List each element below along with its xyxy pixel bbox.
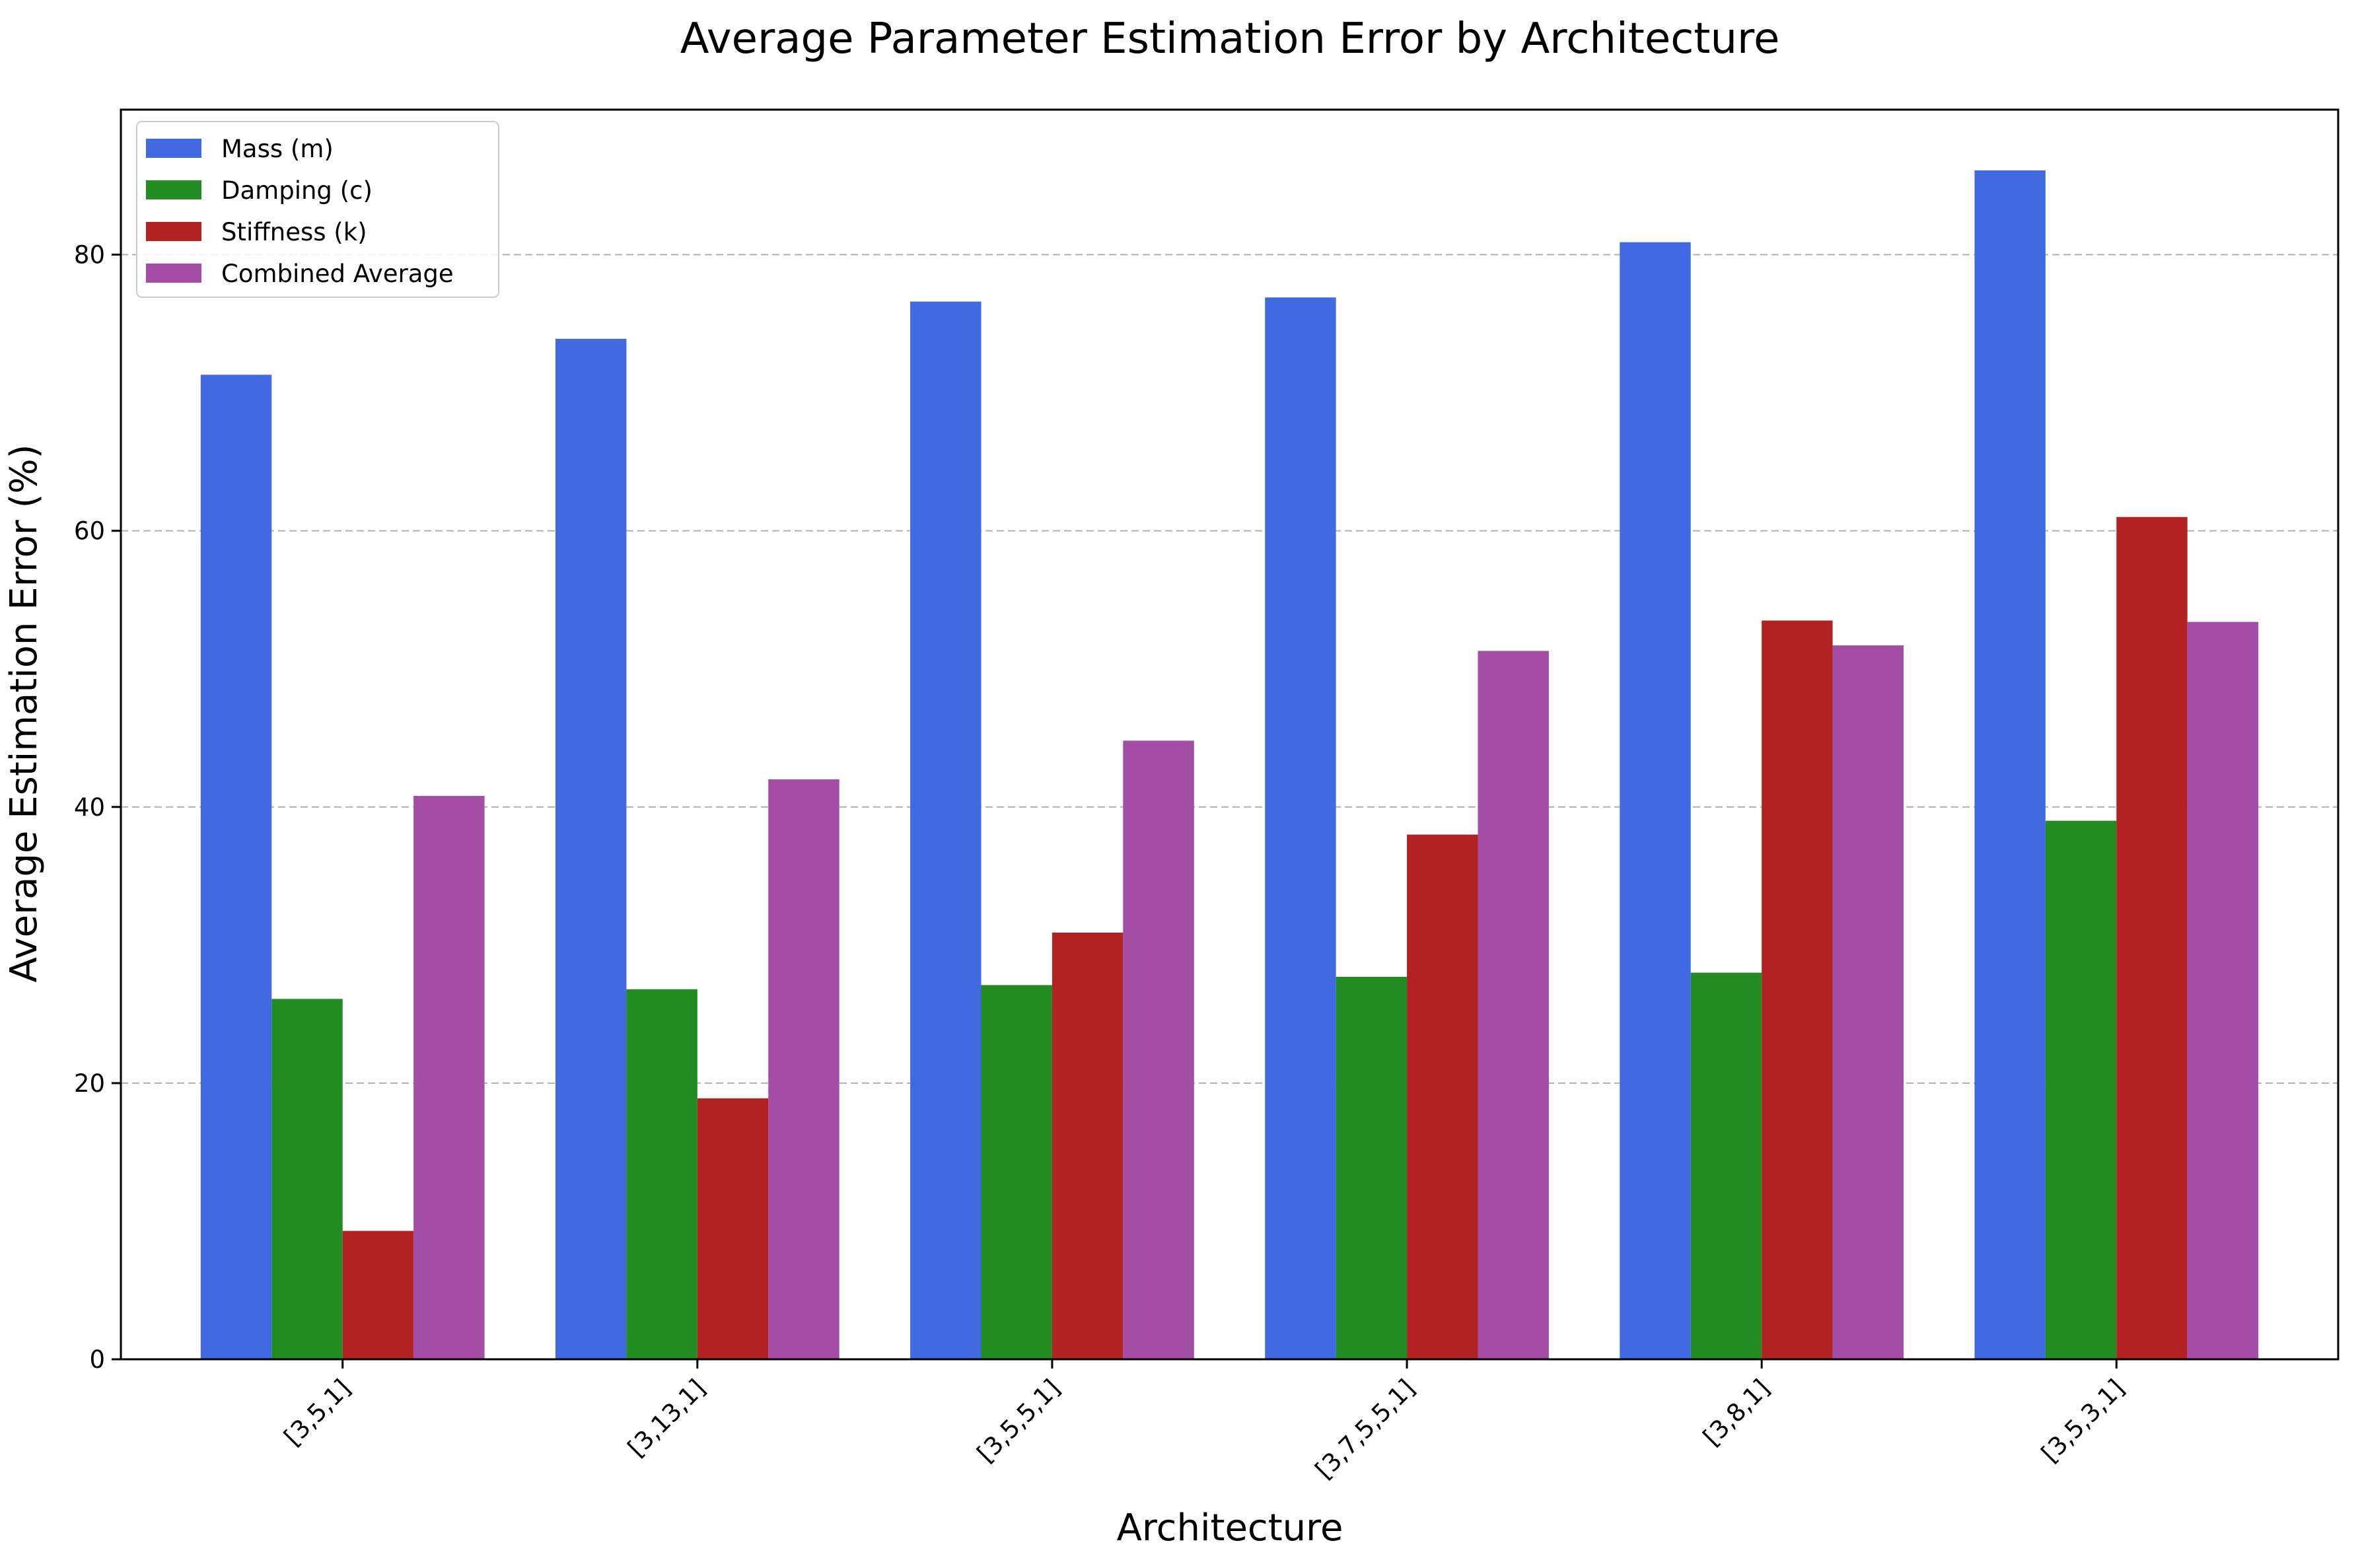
bar <box>1832 645 1904 1360</box>
legend-label: Combined Average <box>221 260 454 288</box>
legend-swatch <box>146 264 201 283</box>
bar <box>626 989 697 1359</box>
bar <box>413 796 485 1359</box>
y-tick-label: 80 <box>74 241 105 269</box>
bar <box>2116 517 2188 1360</box>
bar <box>2045 820 2117 1359</box>
legend-swatch <box>146 139 201 158</box>
y-tick-label: 20 <box>74 1069 105 1098</box>
bar <box>1478 651 1549 1359</box>
bar <box>910 301 982 1359</box>
legend-swatch <box>146 180 201 199</box>
bar <box>1690 972 1762 1359</box>
bar <box>1974 170 2046 1359</box>
y-axis-label: Average Estimation Error (%) <box>3 445 46 983</box>
y-tick-label: 60 <box>74 517 105 546</box>
bar <box>1762 620 1833 1359</box>
legend-label: Damping (c) <box>221 176 373 205</box>
y-tick-label: 0 <box>89 1345 105 1374</box>
bar <box>1620 242 1691 1359</box>
bar <box>1052 933 1124 1359</box>
legend-box <box>136 121 499 298</box>
chart-title: Average Parameter Estimation Error by Ar… <box>680 15 1780 63</box>
plot-frame <box>120 108 2340 1361</box>
legend: Mass (m) Damping (c) Stiffness (k) Combined… <box>136 121 499 298</box>
bar <box>1123 740 1194 1359</box>
legend-swatch <box>146 222 201 241</box>
legend-label: Mass (m) <box>221 135 334 163</box>
legend-label: Stiffness (k) <box>221 218 367 246</box>
bar <box>1407 834 1478 1359</box>
bar <box>200 374 272 1359</box>
bar <box>342 1230 414 1359</box>
bar <box>981 985 1052 1359</box>
x-axis-label: Architecture <box>1117 1507 1343 1550</box>
bar <box>2187 622 2259 1359</box>
gridlines <box>121 254 2338 1084</box>
bars <box>200 170 2259 1360</box>
bar <box>768 779 840 1359</box>
bar <box>1265 297 1336 1360</box>
bar <box>697 1098 769 1359</box>
bar <box>555 339 627 1359</box>
bar <box>1336 976 1408 1359</box>
y-tick-label: 40 <box>74 793 105 822</box>
bar <box>271 999 343 1359</box>
